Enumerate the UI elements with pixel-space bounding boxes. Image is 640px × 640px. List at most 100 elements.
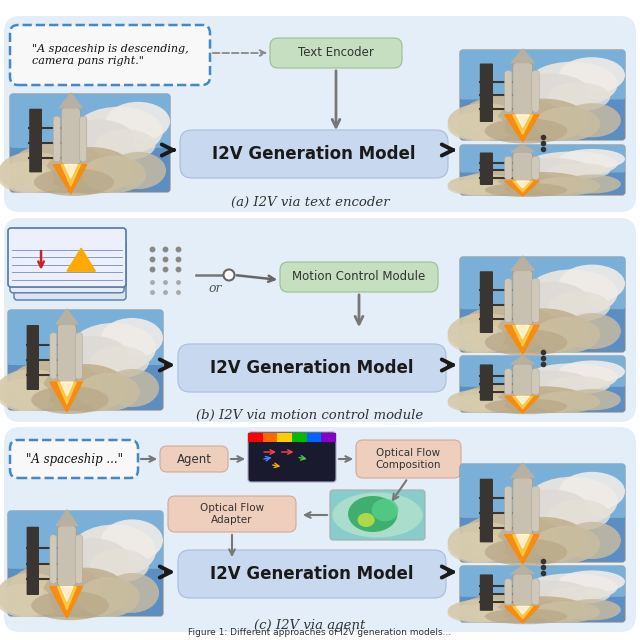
FancyBboxPatch shape	[532, 156, 539, 180]
FancyBboxPatch shape	[513, 477, 532, 534]
Polygon shape	[513, 606, 532, 619]
Polygon shape	[58, 587, 76, 610]
FancyBboxPatch shape	[4, 218, 636, 422]
Polygon shape	[504, 181, 539, 196]
Ellipse shape	[460, 170, 559, 195]
Ellipse shape	[559, 264, 625, 303]
FancyBboxPatch shape	[8, 228, 126, 287]
FancyBboxPatch shape	[8, 511, 163, 569]
FancyBboxPatch shape	[504, 278, 512, 323]
Polygon shape	[516, 115, 529, 127]
Polygon shape	[61, 382, 73, 396]
Ellipse shape	[534, 391, 600, 413]
FancyBboxPatch shape	[58, 324, 76, 382]
FancyBboxPatch shape	[460, 356, 625, 412]
FancyBboxPatch shape	[460, 566, 625, 622]
FancyBboxPatch shape	[8, 511, 163, 616]
Ellipse shape	[484, 118, 567, 143]
Ellipse shape	[31, 386, 109, 414]
Polygon shape	[50, 382, 83, 412]
Text: I2V Generation Model: I2V Generation Model	[211, 359, 413, 377]
Ellipse shape	[71, 525, 156, 577]
FancyBboxPatch shape	[277, 433, 292, 442]
FancyBboxPatch shape	[76, 535, 83, 584]
FancyBboxPatch shape	[160, 446, 228, 472]
FancyBboxPatch shape	[168, 496, 296, 532]
Ellipse shape	[497, 99, 588, 142]
FancyBboxPatch shape	[58, 525, 76, 587]
Polygon shape	[516, 325, 529, 339]
Ellipse shape	[105, 573, 159, 613]
Ellipse shape	[527, 152, 618, 177]
FancyBboxPatch shape	[53, 116, 60, 162]
Ellipse shape	[31, 591, 109, 620]
Ellipse shape	[514, 580, 588, 602]
Ellipse shape	[10, 143, 106, 192]
FancyBboxPatch shape	[4, 427, 636, 632]
Polygon shape	[56, 510, 77, 525]
FancyBboxPatch shape	[480, 364, 493, 401]
Polygon shape	[65, 164, 77, 179]
FancyBboxPatch shape	[460, 145, 625, 173]
FancyBboxPatch shape	[480, 63, 493, 122]
FancyBboxPatch shape	[29, 109, 42, 172]
Text: (b) I2V via motion control module: (b) I2V via motion control module	[196, 408, 424, 422]
Ellipse shape	[8, 563, 101, 616]
FancyBboxPatch shape	[460, 356, 625, 387]
FancyBboxPatch shape	[532, 579, 539, 605]
Ellipse shape	[358, 513, 374, 527]
Ellipse shape	[514, 490, 588, 527]
Ellipse shape	[514, 74, 588, 108]
FancyBboxPatch shape	[10, 94, 170, 192]
Ellipse shape	[447, 175, 522, 195]
Text: (a) I2V via text encoder: (a) I2V via text encoder	[230, 195, 389, 209]
Ellipse shape	[559, 360, 625, 383]
Polygon shape	[513, 534, 532, 556]
FancyBboxPatch shape	[460, 145, 625, 195]
FancyBboxPatch shape	[27, 527, 39, 595]
Ellipse shape	[484, 609, 567, 624]
FancyBboxPatch shape	[248, 433, 262, 442]
Text: I2V Generation Model: I2V Generation Model	[212, 145, 416, 163]
Polygon shape	[516, 396, 529, 404]
FancyBboxPatch shape	[178, 550, 446, 598]
Polygon shape	[56, 309, 77, 324]
FancyBboxPatch shape	[513, 270, 532, 325]
Polygon shape	[516, 181, 529, 188]
Text: Text Encoder: Text Encoder	[298, 47, 374, 60]
FancyBboxPatch shape	[10, 94, 170, 148]
FancyBboxPatch shape	[532, 486, 539, 532]
Ellipse shape	[547, 163, 610, 179]
Ellipse shape	[484, 183, 567, 197]
Ellipse shape	[46, 147, 134, 194]
Ellipse shape	[0, 369, 66, 411]
Polygon shape	[58, 382, 76, 404]
Ellipse shape	[547, 376, 610, 394]
FancyBboxPatch shape	[460, 257, 625, 352]
FancyBboxPatch shape	[14, 241, 126, 300]
FancyBboxPatch shape	[460, 257, 625, 309]
FancyBboxPatch shape	[504, 156, 512, 180]
FancyBboxPatch shape	[262, 433, 277, 442]
Ellipse shape	[527, 364, 618, 391]
Ellipse shape	[534, 525, 600, 563]
FancyBboxPatch shape	[460, 464, 625, 518]
Ellipse shape	[43, 568, 128, 618]
Text: Agent: Agent	[177, 452, 211, 465]
Text: I2V Generation Model: I2V Generation Model	[211, 565, 413, 583]
Ellipse shape	[372, 499, 398, 521]
Ellipse shape	[447, 532, 506, 563]
Ellipse shape	[8, 360, 101, 410]
FancyBboxPatch shape	[321, 433, 336, 442]
Ellipse shape	[563, 599, 621, 620]
Ellipse shape	[527, 61, 618, 107]
Ellipse shape	[484, 329, 567, 356]
Ellipse shape	[0, 162, 54, 193]
Polygon shape	[504, 115, 539, 142]
FancyBboxPatch shape	[50, 333, 57, 379]
FancyBboxPatch shape	[292, 433, 307, 442]
Polygon shape	[504, 396, 539, 413]
Ellipse shape	[547, 83, 610, 111]
Polygon shape	[511, 463, 534, 477]
Ellipse shape	[559, 57, 625, 93]
